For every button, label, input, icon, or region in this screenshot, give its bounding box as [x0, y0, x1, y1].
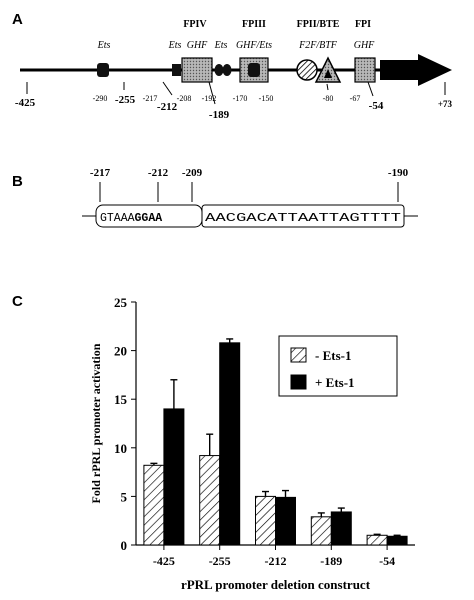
position-label-73: +73 — [438, 99, 453, 109]
bar-minus-ets1-1 — [199, 455, 221, 546]
bar-minus-ets1-0 — [143, 464, 165, 546]
legend-swatch-1 — [290, 374, 307, 390]
downstream-sequence-box — [201, 204, 405, 228]
seq-downstream: AACGACATTAATTAGTTTT — [205, 212, 401, 225]
panel-a-letter: A — [12, 11, 23, 28]
y-tick-label-1: 5 — [121, 489, 128, 504]
family-label-fpi: FPI — [355, 19, 371, 30]
legend-label-0: - Ets-1 — [315, 348, 351, 363]
y-tick-label-0: 0 — [121, 538, 128, 553]
ets-site-192a — [214, 64, 224, 76]
position-label-425: -425 — [15, 97, 36, 109]
x-tick-label-0: -425 — [153, 554, 175, 568]
element-label-ghf-fpi: GHF — [354, 40, 375, 51]
f2f-site — [296, 59, 318, 81]
element-label-ets-217: Ets — [168, 40, 182, 51]
element-label-ghf-ets: GHF/Ets — [236, 40, 272, 51]
element-label-ets-290: Ets — [97, 40, 111, 51]
family-label-fpii: FPII/BTE — [297, 19, 340, 30]
fpiv-box — [181, 57, 213, 83]
bar-minus-ets1-4 — [366, 534, 388, 546]
position-label-217: -217 — [143, 94, 158, 103]
fpi-box — [354, 57, 376, 83]
position-label-150: -150 — [259, 94, 274, 103]
element-label-f2f-btf: F2F/BTF — [298, 40, 338, 51]
panel-a-promoter-map: A FPIV FPIII FPII/BTE FPI Ets Ets GHF Et… — [12, 11, 453, 121]
y-tick-label-5: 25 — [114, 295, 128, 310]
bar-minus-ets1-3 — [310, 516, 332, 546]
bar-plus-ets1-2 — [275, 496, 296, 546]
position-label-208: -208 — [177, 94, 192, 103]
panel-c-letter: C — [12, 293, 23, 310]
position-label-290: -290 — [93, 94, 108, 103]
seq-plain: GTAAA — [100, 212, 135, 225]
position-label-212: -212 — [157, 101, 178, 113]
seq-position-190: -190 — [388, 167, 409, 179]
ets-site-290 — [97, 63, 109, 77]
panel-c-chart: C 0 5 10 15 20 25 Fold rPRL promoter activatio… — [12, 293, 415, 592]
position-label-54: -54 — [369, 100, 384, 112]
panel-b-sequence: B -217 -212 -209 -190 GTAAAGGAA AACGACAT… — [12, 167, 418, 228]
position-label-170: -170 — [233, 94, 248, 103]
position-label-189: -189 — [209, 109, 230, 121]
position-label-80: -80 — [323, 94, 334, 103]
bar-plus-ets1-4 — [386, 535, 408, 546]
position-label-67: -67 — [350, 94, 361, 103]
legend-label-1: + Ets-1 — [315, 375, 355, 390]
y-tick-label-3: 15 — [114, 392, 128, 407]
seq-position-212: -212 — [148, 167, 169, 179]
bar-minus-ets1-2 — [255, 495, 276, 546]
element-label-ets-192: Ets — [214, 40, 228, 51]
x-tick-label-4: -54 — [379, 554, 395, 568]
svg-text:GTAAAGGAA: GTAAAGGAA — [100, 212, 162, 225]
fpiii-inner — [248, 63, 260, 77]
transcription-start-arrow — [380, 54, 452, 86]
x-tick-label-3: -189 — [320, 554, 342, 568]
panel-b-letter: B — [12, 173, 23, 190]
y-axis-label: Fold rPRL promoter activation — [89, 343, 103, 503]
seq-position-209: -209 — [182, 167, 203, 179]
position-label-255: -255 — [115, 94, 136, 106]
ets-site-217 — [172, 64, 181, 76]
btf-site-inner — [324, 69, 332, 78]
x-tick-label-2: -212 — [265, 554, 287, 568]
legend-swatch-0 — [290, 347, 307, 363]
y-tick-label-4: 20 — [114, 344, 127, 359]
bar-plus-ets1-1 — [219, 342, 241, 546]
element-label-ghf-fpiv: GHF — [187, 40, 208, 51]
family-label-fpiii: FPIII — [242, 19, 266, 30]
position-label-192: -192 — [202, 94, 217, 103]
ets-site-192b — [222, 64, 232, 76]
seq-core-ggaa: GGAA — [135, 212, 163, 225]
x-tick-label-1: -255 — [209, 554, 231, 568]
bar-plus-ets1-0 — [163, 408, 185, 546]
seq-position-217: -217 — [90, 167, 111, 179]
family-label-fpiv: FPIV — [183, 19, 207, 30]
bar-plus-ets1-3 — [330, 511, 352, 546]
y-tick-label-2: 10 — [114, 441, 127, 456]
x-axis-label: rPRL promoter deletion construct — [181, 577, 371, 592]
